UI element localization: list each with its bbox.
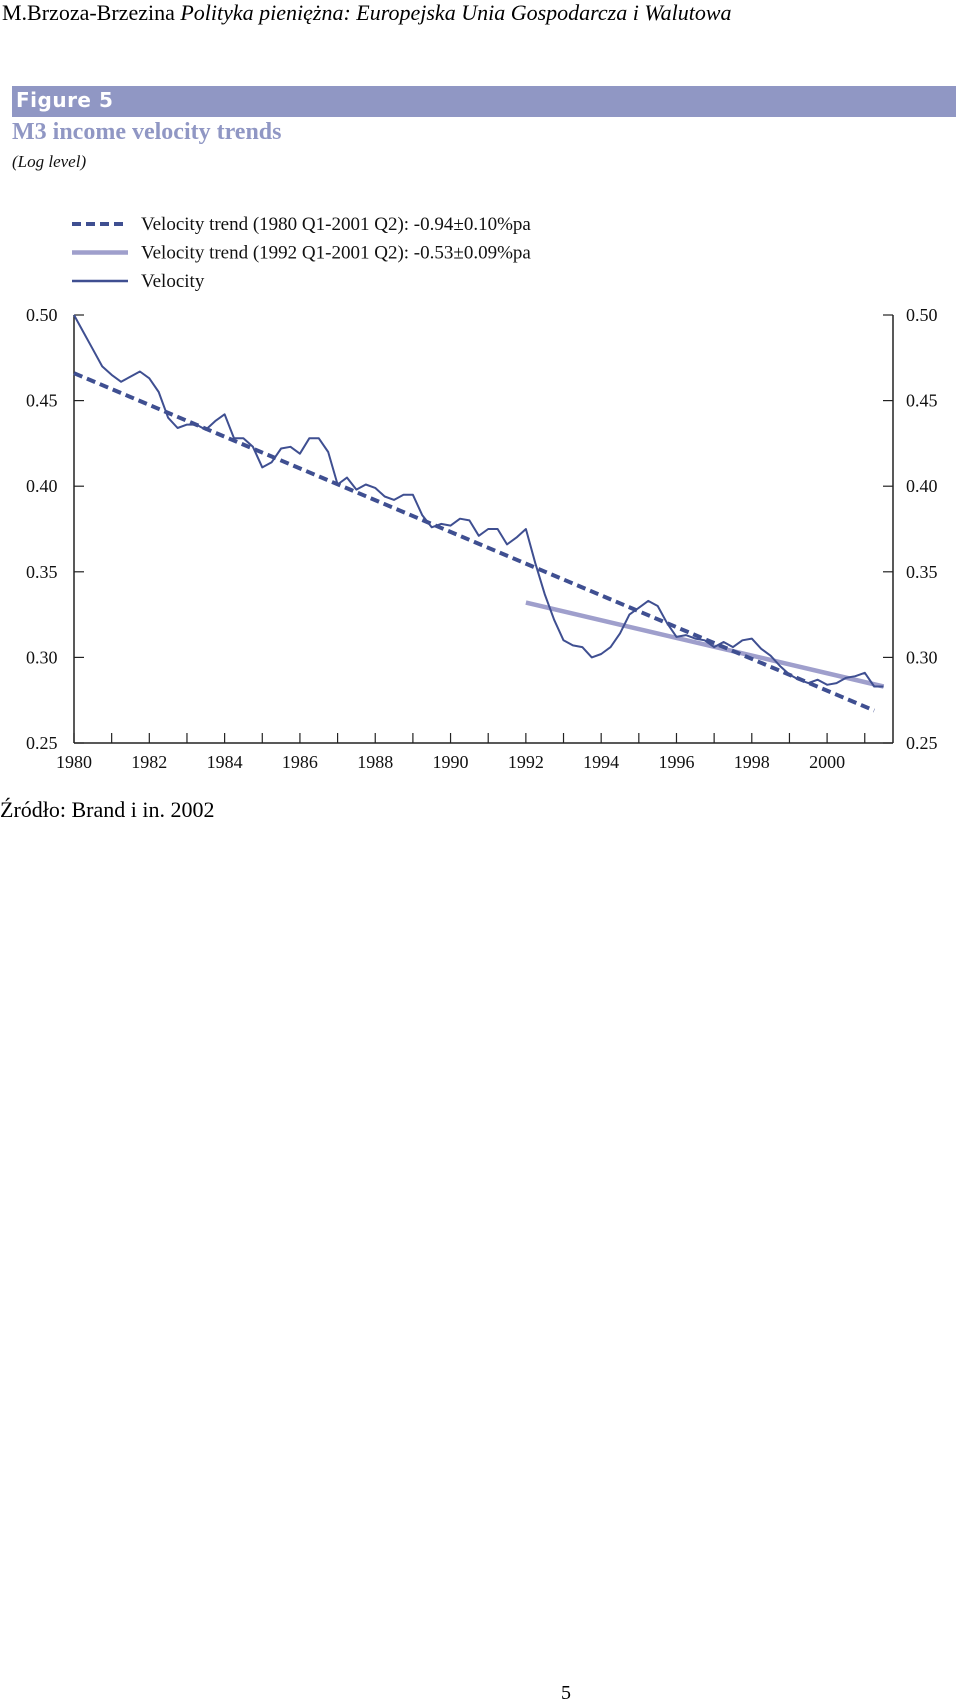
y-tick-label-left: 0.45: [26, 391, 58, 411]
source-note: Źródło: Brand i in. 2002: [0, 797, 215, 822]
figure-label-bar: Figure 5: [12, 86, 956, 117]
x-tick-label: 1984: [207, 752, 243, 772]
x-tick-label: 1980: [56, 752, 92, 772]
x-tick-label: 1992: [508, 752, 544, 772]
y-tick-label-right: 0.50: [906, 305, 938, 325]
y-tick-label-left: 0.25: [26, 733, 58, 753]
x-tick-label: 1994: [583, 752, 619, 772]
y-tick-label-right: 0.25: [906, 733, 938, 753]
header-title: Polityka pieniężna: Europejska Unia Gosp…: [180, 0, 732, 25]
chart-legend: Velocity trend (1980 Q1-2001 Q2): -0.94±…: [72, 214, 531, 292]
velocity-chart: Velocity trend (1980 Q1-2001 Q2): -0.94±…: [26, 214, 938, 772]
legend-trend-1980-label: Velocity trend (1980 Q1-2001 Q2): -0.94±…: [141, 214, 531, 235]
y-tick-label-right: 0.35: [906, 562, 938, 582]
chart-series: [73, 314, 885, 713]
chart-title: M3 income velocity trends: [12, 119, 282, 145]
legend-trend-1992-label: Velocity trend (1992 Q1-2001 Q2): -0.53±…: [141, 243, 531, 264]
trend-1992-line: [525, 600, 885, 689]
y-tick-label-left: 0.40: [26, 476, 58, 496]
figure-label: Figure 5: [16, 88, 114, 112]
y-tick-label-left: 0.35: [26, 562, 58, 582]
y-tick-label-right: 0.45: [906, 391, 938, 411]
legend-velocity-label: Velocity: [141, 271, 205, 292]
x-tick-label: 1990: [433, 752, 469, 772]
x-tick-label: 1982: [131, 752, 167, 772]
chart-subtitle: (Log level): [12, 152, 87, 171]
header-author: M.Brzoza-Brzezina: [2, 0, 175, 25]
x-tick-label: 1988: [357, 752, 393, 772]
x-tick-label: 1998: [734, 752, 770, 772]
page-header: M.Brzoza-Brzezina Polityka pieniężna: Eu…: [2, 0, 732, 26]
velocity-line: [73, 314, 884, 688]
x-tick-label: 1996: [658, 752, 694, 772]
x-tick-label: 1986: [282, 752, 318, 772]
chart-axes: 1980 1982 1984 1986 1988 1990 1992 1994 1996 1998…: [26, 305, 938, 772]
y-tick-label-left: 0.30: [26, 647, 58, 667]
x-tick-label: 2000: [809, 752, 845, 772]
y-tick-label-left: 0.50: [26, 305, 58, 325]
trend-1980-line: [73, 371, 875, 713]
page-number: 5: [561, 1682, 571, 1704]
y-tick-label-right: 0.30: [906, 647, 938, 667]
y-tick-label-right: 0.40: [906, 476, 938, 496]
